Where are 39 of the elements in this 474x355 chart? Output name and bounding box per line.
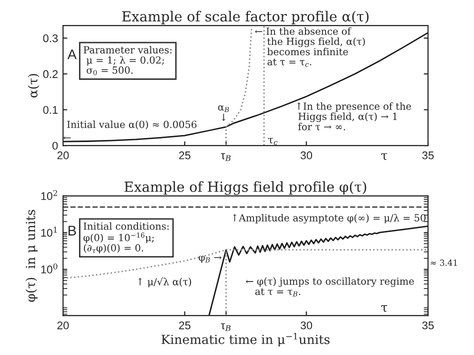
y-axis-title: α(τ) [28,74,40,98]
annotation: ← φ(τ) jumps to oscillatory regime at τ = τ$_{B}$. [246,277,414,296]
y-axis-title: φ(τ) in μ units [26,210,38,302]
chart-title: Example of scale factor profile α(τ) [122,10,369,24]
y-tick-label: 0.3 [43,34,58,42]
ref-line-label: τ$_{c}$ [268,138,278,146]
text: Initial conditions: φ(0) = 10$^{−16}$μ; (∂$_{τ}$φ)(0) = 0. [84,222,169,254]
annotation: B [68,226,76,236]
text: ≈ 3.41 [430,260,457,266]
annotation: ↑Amplitude asymptote φ(∞) = μ/λ = 50 [232,214,426,224]
annotation: τ [381,305,388,312]
x-tick-label: 30 [300,321,312,330]
annotation: Initial value α(0) ≈ 0.0056 [67,120,196,130]
annotation: φ$_{B}$ → [198,256,222,263]
x-tick-label: 25 [179,321,190,330]
annotation: A [67,50,77,60]
y-tick-label: 0.2 [43,70,58,78]
annotation: ↑ μ/√λ α(τ) [138,277,192,288]
x-tick-label: 35 [422,321,434,330]
x-tick-label: 35 [422,151,434,160]
x-tick-label: 25 [179,151,190,160]
annotation: ↑In the presence of the Higgs field, α(τ) → 1 for τ → ∞. [296,102,412,130]
y-tick-label: 10$^{1}$ [41,226,57,237]
annotation: ← [63,136,71,140]
chart-title: Example of Higgs field profile φ(τ) [124,181,366,195]
x-tick-label: τ$_{B}$ [220,153,231,161]
y-tick-label: 0.1 [43,106,58,114]
x-axis-title: Kinematic time in μ$^{−1}$units [162,332,330,347]
y-tick-label: 0 [52,142,58,150]
y-tick-label: 10$^{2}$ [41,190,58,200]
annotation: α$_{B}$ ↓ [218,105,229,121]
annotation: ← In the absence of the Higgs field, α(τ) becomes infinite at τ = τ$_{c}$. [255,27,365,67]
x-tick-label: 30 [300,151,312,160]
x-tick-label: τ$_{B}$ [220,323,231,331]
annotation: Parameter values: μ = 1; λ = 0.02; σ$_{0}$ = 500. [84,46,172,76]
x-tick-label: 20 [57,321,69,330]
text: τ [381,153,388,160]
x-tick-label: 20 [57,151,69,160]
y-tick-label: 10$^{0}$ [41,264,58,274]
